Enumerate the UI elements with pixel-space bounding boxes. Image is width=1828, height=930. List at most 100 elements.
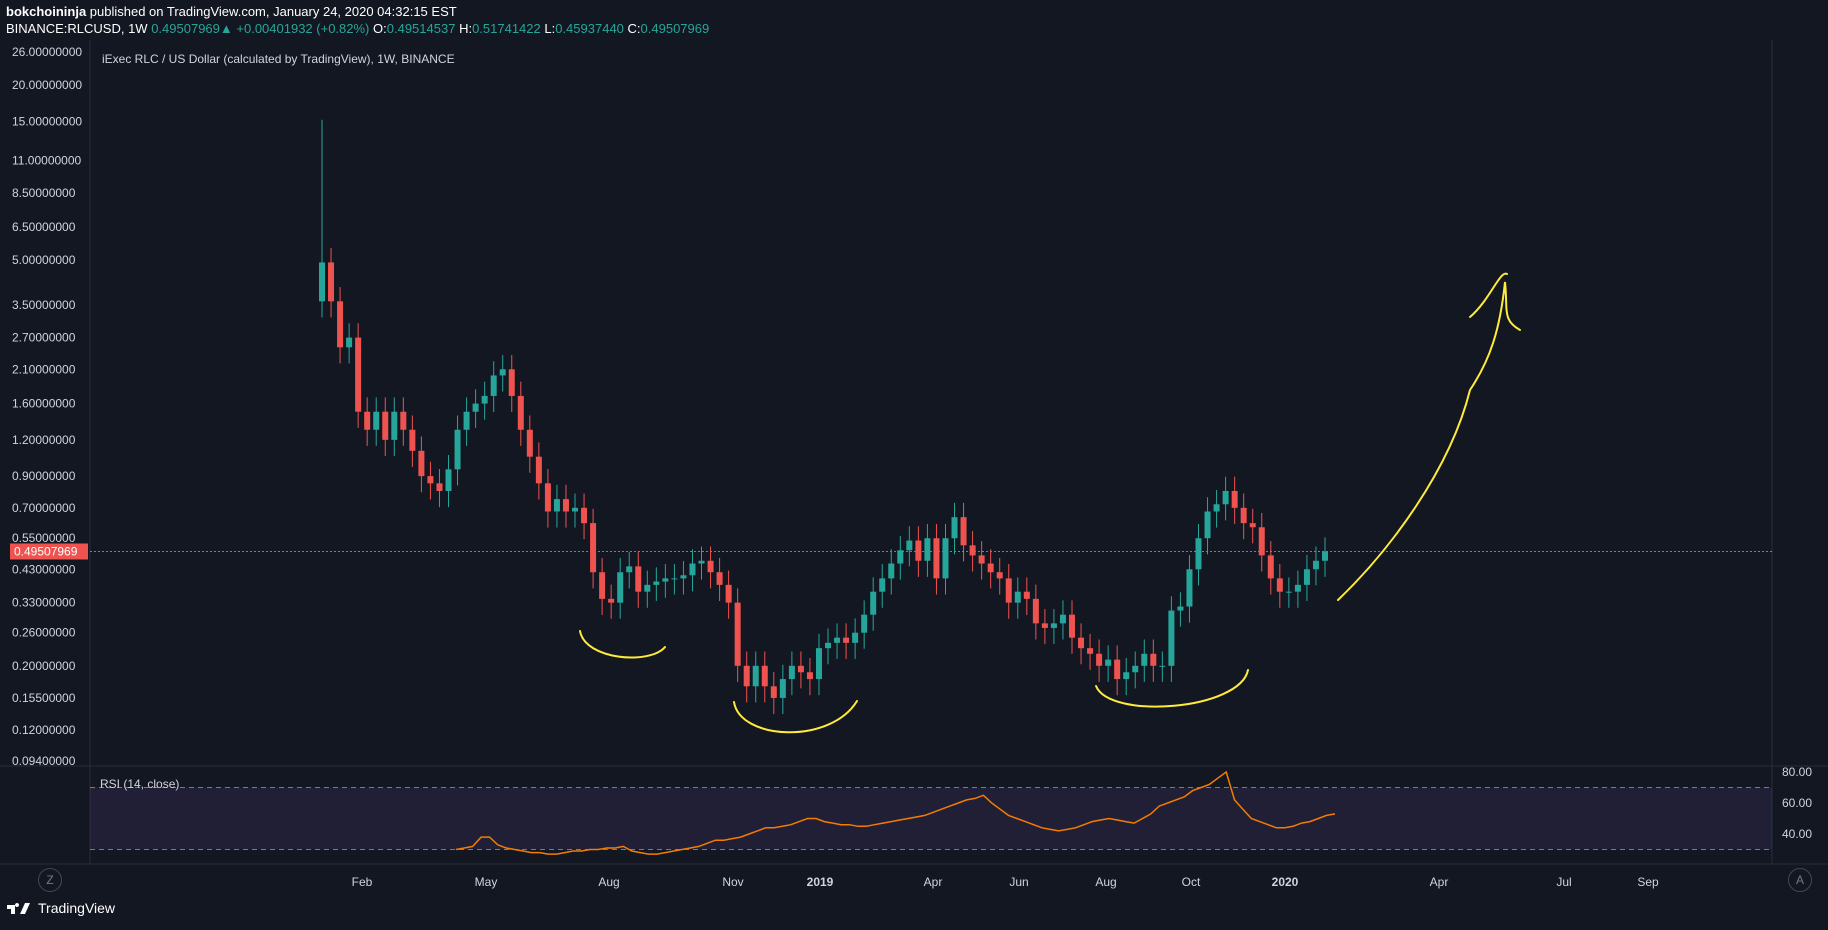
candle bbox=[897, 535, 904, 580]
price-tick-label: 3.50000000 bbox=[12, 298, 76, 312]
price-tick-label: 2.70000000 bbox=[12, 331, 76, 345]
candle bbox=[924, 523, 931, 577]
price-tick-label: 0.20000000 bbox=[12, 659, 76, 673]
candle-body bbox=[1023, 591, 1030, 599]
rsi-tick-label: 40.00 bbox=[1782, 827, 1812, 841]
price-tick-label: 5.00000000 bbox=[12, 253, 76, 267]
candle-body bbox=[725, 584, 732, 603]
time-tick-label: Apr bbox=[1430, 875, 1449, 889]
auto-scale-button[interactable]: A bbox=[1788, 868, 1812, 892]
candle bbox=[969, 531, 976, 572]
candle bbox=[834, 623, 841, 659]
candle-body bbox=[1276, 578, 1283, 592]
close-value: 0.49507969 bbox=[151, 21, 220, 36]
candle-body bbox=[834, 637, 841, 643]
price-tick-label: 0.12000000 bbox=[12, 723, 76, 737]
candle-body bbox=[581, 507, 588, 524]
candle-body bbox=[1240, 507, 1247, 524]
candle bbox=[1222, 476, 1229, 521]
candle-body bbox=[572, 507, 579, 512]
candle bbox=[788, 651, 795, 696]
candle-body bbox=[942, 538, 949, 579]
candle bbox=[1258, 512, 1265, 572]
candle bbox=[1005, 564, 1012, 619]
candle-body bbox=[933, 538, 940, 579]
candle-body bbox=[843, 637, 850, 643]
candle-body bbox=[328, 262, 335, 302]
candle bbox=[635, 552, 642, 608]
candle bbox=[1132, 651, 1139, 689]
candle bbox=[861, 600, 868, 649]
candle bbox=[337, 287, 344, 364]
candle bbox=[689, 549, 696, 592]
candle bbox=[1078, 623, 1085, 665]
candle-body bbox=[626, 566, 633, 573]
time-tick-label: 2020 bbox=[1272, 875, 1299, 889]
candle bbox=[942, 523, 949, 595]
price-tick-label: 20.00000000 bbox=[12, 78, 82, 92]
price-tick-label: 0.33000000 bbox=[12, 596, 76, 610]
candle-body bbox=[400, 411, 407, 430]
candle bbox=[978, 541, 985, 580]
candle bbox=[436, 469, 443, 508]
candle bbox=[1294, 570, 1301, 608]
candle-body bbox=[481, 395, 488, 404]
author-name[interactable]: bokchoininja bbox=[6, 4, 87, 19]
candle-body bbox=[391, 411, 398, 440]
publish-info: bokchoininja published on TradingView.co… bbox=[6, 4, 457, 19]
candle-body bbox=[897, 550, 904, 564]
candle bbox=[626, 552, 633, 589]
up-arrow-icon: ▲ bbox=[219, 21, 233, 36]
candle-body bbox=[752, 665, 759, 687]
candle bbox=[481, 381, 488, 420]
candle-body bbox=[978, 555, 985, 564]
candle-body bbox=[1114, 659, 1121, 680]
candle bbox=[608, 584, 615, 619]
candle-body bbox=[1249, 523, 1256, 528]
candle-body bbox=[1078, 637, 1085, 649]
candle-body bbox=[373, 411, 380, 430]
candle-body bbox=[454, 429, 461, 470]
candle-body bbox=[698, 560, 705, 564]
candle bbox=[427, 461, 434, 500]
candle bbox=[752, 651, 759, 703]
candle bbox=[996, 557, 1003, 595]
rsi-line bbox=[455, 770, 1336, 855]
candle bbox=[1204, 497, 1211, 555]
candle bbox=[328, 248, 335, 318]
candle-body bbox=[797, 665, 804, 673]
candle-body bbox=[815, 648, 822, 680]
price-tick-label: 2.10000000 bbox=[12, 362, 76, 376]
candle bbox=[409, 415, 416, 467]
candle bbox=[346, 323, 353, 364]
candle bbox=[508, 354, 515, 413]
candle-body bbox=[1059, 614, 1066, 624]
candle-body bbox=[734, 602, 741, 666]
candle bbox=[797, 651, 804, 689]
symbol-label: BINANCE:RLCUSD, 1W bbox=[6, 21, 152, 36]
candle bbox=[1267, 541, 1274, 595]
candle-body bbox=[535, 456, 542, 484]
candle bbox=[806, 657, 813, 696]
candle-body bbox=[445, 469, 452, 491]
candle bbox=[1041, 609, 1048, 645]
candle bbox=[870, 577, 877, 631]
candle bbox=[1032, 584, 1039, 640]
candle-body bbox=[653, 581, 660, 585]
candle bbox=[725, 570, 732, 619]
candle-body bbox=[1087, 648, 1094, 654]
candle-body bbox=[1123, 672, 1130, 680]
candle-body bbox=[951, 517, 958, 539]
footer-brand[interactable]: TradingView bbox=[6, 900, 115, 916]
candle-body bbox=[590, 523, 597, 573]
candle bbox=[879, 564, 886, 608]
rsi-tick-label: 60.00 bbox=[1782, 796, 1812, 810]
candle bbox=[1285, 577, 1292, 608]
timezone-button[interactable]: Z bbox=[38, 868, 62, 892]
candle-body bbox=[337, 301, 344, 348]
candle bbox=[852, 618, 859, 659]
candle-body bbox=[436, 483, 443, 491]
candle-body bbox=[1050, 623, 1057, 628]
candle-body bbox=[1303, 569, 1310, 585]
